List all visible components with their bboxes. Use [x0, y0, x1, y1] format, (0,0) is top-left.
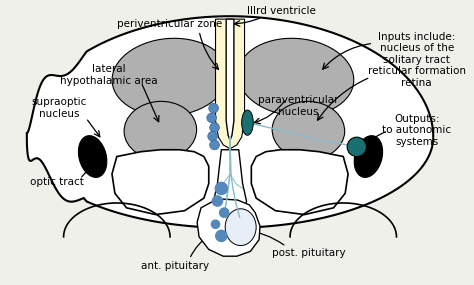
Polygon shape	[226, 19, 234, 140]
Polygon shape	[216, 19, 245, 149]
Ellipse shape	[242, 110, 253, 135]
Polygon shape	[112, 150, 209, 215]
Circle shape	[215, 182, 228, 195]
Circle shape	[347, 137, 366, 156]
Circle shape	[212, 195, 223, 207]
Ellipse shape	[272, 101, 345, 159]
Ellipse shape	[354, 136, 383, 177]
Ellipse shape	[78, 136, 107, 177]
Circle shape	[208, 131, 218, 141]
Circle shape	[219, 207, 229, 218]
Text: ant. pituitary: ant. pituitary	[141, 261, 209, 271]
Text: Inputs include:
nucleus of the
solitary tract
reticular formation
retina: Inputs include: nucleus of the solitary …	[368, 32, 466, 88]
Circle shape	[210, 219, 220, 229]
Ellipse shape	[112, 38, 228, 116]
Circle shape	[210, 140, 219, 150]
Ellipse shape	[238, 38, 354, 116]
Polygon shape	[197, 199, 260, 256]
Circle shape	[209, 103, 219, 113]
Text: periventricular zone: periventricular zone	[118, 19, 223, 29]
Text: supraoptic
nucleus: supraoptic nucleus	[31, 97, 86, 119]
Polygon shape	[214, 150, 246, 227]
Ellipse shape	[225, 209, 256, 246]
Circle shape	[210, 123, 219, 132]
Text: lateral
hypothalamic area: lateral hypothalamic area	[60, 64, 158, 86]
Text: Outputs:
to autonomic
systems: Outputs: to autonomic systems	[382, 114, 451, 147]
Polygon shape	[251, 150, 348, 215]
Circle shape	[207, 113, 217, 123]
Text: paraventricular
nucleus: paraventricular nucleus	[258, 95, 339, 117]
Polygon shape	[27, 16, 433, 228]
Ellipse shape	[124, 101, 197, 159]
Text: post. pituitary: post. pituitary	[272, 248, 345, 258]
Text: optic tract: optic tract	[30, 177, 84, 187]
Text: IIIrd ventricle: IIIrd ventricle	[247, 6, 316, 16]
Circle shape	[215, 230, 228, 242]
